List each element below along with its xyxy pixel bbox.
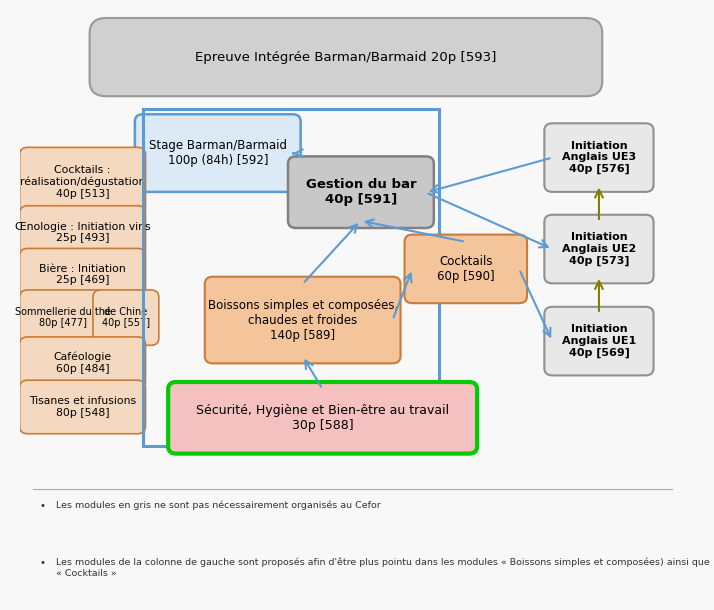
FancyBboxPatch shape — [544, 307, 653, 375]
Text: •: • — [40, 501, 46, 511]
Text: Epreuve Intégrée Barman/Barmaid 20p [593]: Epreuve Intégrée Barman/Barmaid 20p [593… — [195, 51, 497, 63]
FancyBboxPatch shape — [20, 337, 146, 389]
Text: Caféologie
60p [484]: Caféologie 60p [484] — [54, 352, 111, 374]
FancyBboxPatch shape — [288, 156, 434, 228]
Text: •: • — [40, 558, 46, 568]
Text: Tisanes et infusions
80p [548]: Tisanes et infusions 80p [548] — [29, 396, 136, 418]
Text: Cocktails
60p [590]: Cocktails 60p [590] — [437, 255, 495, 283]
Text: Initiation
Anglais UE3
40p [576]: Initiation Anglais UE3 40p [576] — [562, 141, 636, 174]
FancyBboxPatch shape — [93, 290, 159, 345]
FancyBboxPatch shape — [89, 18, 603, 96]
Text: Œnologie : Initiation vins
25p [493]: Œnologie : Initiation vins 25p [493] — [15, 221, 151, 243]
FancyBboxPatch shape — [20, 148, 146, 216]
FancyBboxPatch shape — [544, 215, 653, 283]
Text: Boissons simples et composées,
chaudes et froides
140p [589]: Boissons simples et composées, chaudes e… — [208, 298, 398, 342]
Text: Sommellerie du thé
80p [477]: Sommellerie du thé 80p [477] — [14, 307, 111, 328]
Text: Initiation
Anglais UE2
40p [573]: Initiation Anglais UE2 40p [573] — [562, 232, 636, 266]
Text: Les modules de la colonne de gauche sont proposés afin d'être plus pointu dans l: Les modules de la colonne de gauche sont… — [56, 558, 710, 578]
FancyBboxPatch shape — [20, 290, 106, 345]
FancyBboxPatch shape — [544, 123, 653, 192]
Text: Bière : Initiation
25p [469]: Bière : Initiation 25p [469] — [39, 264, 126, 285]
FancyBboxPatch shape — [405, 235, 527, 303]
Text: Stage Barman/Barmaid
100p (84h) [592]: Stage Barman/Barmaid 100p (84h) [592] — [149, 139, 287, 167]
FancyBboxPatch shape — [135, 114, 301, 192]
Text: Sécurité, Hygiène et Bien-être au travail
30p [588]: Sécurité, Hygiène et Bien-être au travai… — [196, 404, 449, 432]
Text: de Chine
40p [557]: de Chine 40p [557] — [102, 307, 150, 328]
FancyBboxPatch shape — [20, 380, 146, 434]
FancyBboxPatch shape — [169, 382, 477, 454]
Text: Cocktails :
réalisation/dégustation
40p [513]: Cocktails : réalisation/dégustation 40p … — [20, 165, 145, 199]
Text: Les modules en gris ne sont pas nécessairement organisés au Cefor: Les modules en gris ne sont pas nécessai… — [56, 501, 381, 510]
FancyBboxPatch shape — [20, 248, 146, 300]
Text: Gestion du bar
40p [591]: Gestion du bar 40p [591] — [306, 178, 416, 206]
Text: Initiation
Anglais UE1
40p [569]: Initiation Anglais UE1 40p [569] — [562, 325, 636, 358]
FancyBboxPatch shape — [205, 277, 401, 364]
FancyBboxPatch shape — [20, 206, 146, 259]
